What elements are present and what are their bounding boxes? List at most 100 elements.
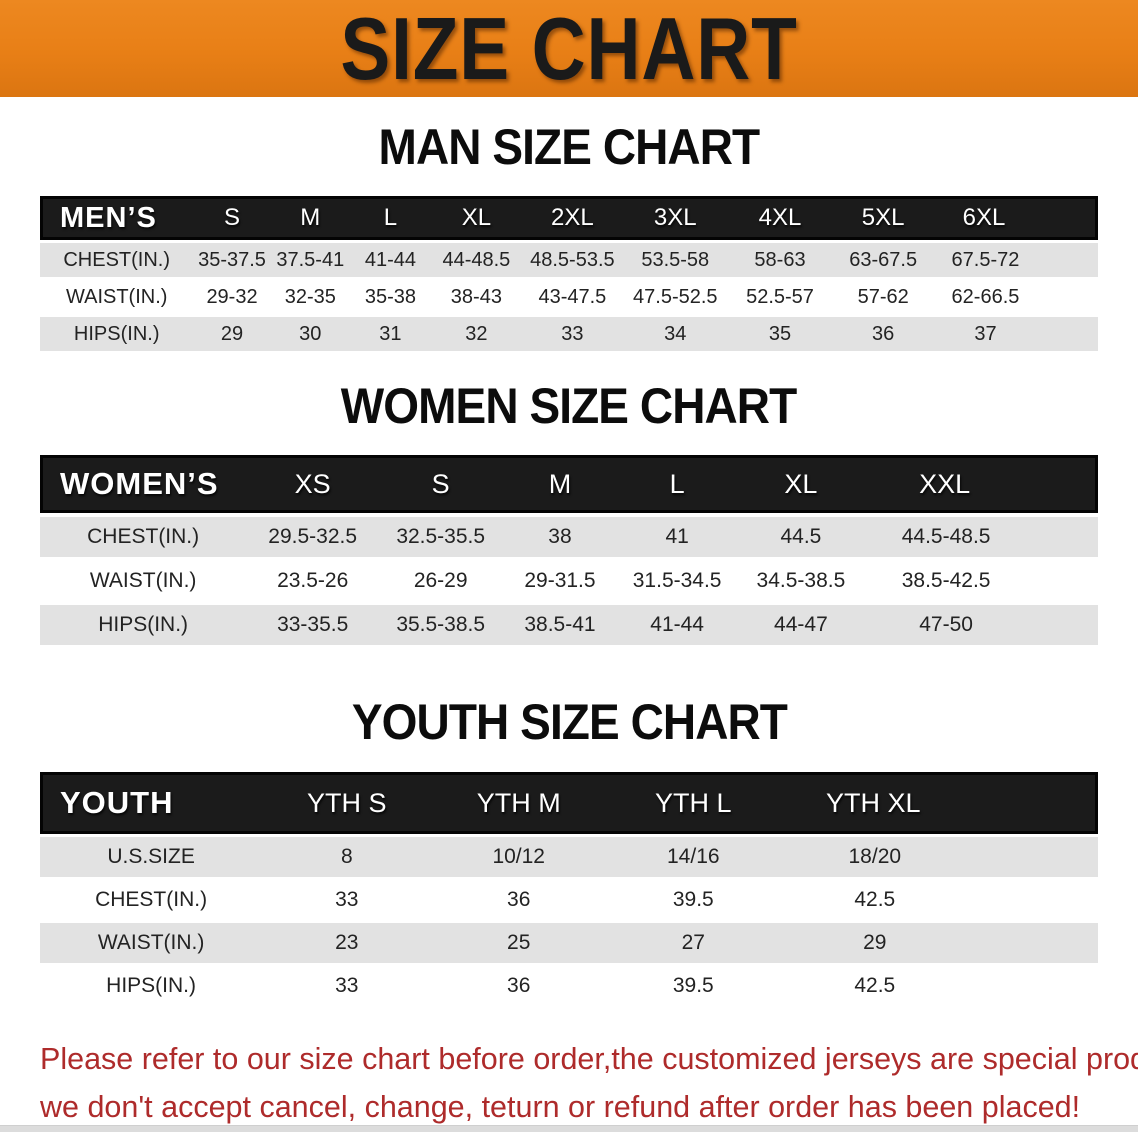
men-section-heading: MAN SIZE CHART: [0, 121, 1138, 173]
size-value: 44.5: [736, 517, 866, 557]
table-row: WAIST(IN.) 29-32 32-35 35-38 38-43 43-47…: [40, 280, 1098, 314]
size-column-header: XL: [430, 196, 522, 240]
size-value: 48.5-53.5: [521, 243, 623, 277]
banner: SIZE CHART: [0, 0, 1138, 97]
size-value: 30: [270, 317, 350, 351]
size-value: 32-35: [270, 280, 350, 314]
size-value: 29-31.5: [502, 561, 618, 601]
size-value: 23.5-26: [246, 561, 380, 601]
size-value: 37.5-41: [270, 243, 350, 277]
size-column-header: 6XL: [933, 196, 1098, 240]
size-value: 8: [262, 837, 432, 877]
size-column-header: M: [270, 196, 350, 240]
women-section-heading: WOMEN SIZE CHART: [0, 380, 1138, 432]
size-value: 38: [502, 517, 618, 557]
size-column-header: 2XL: [521, 196, 623, 240]
size-column-header: S: [193, 196, 271, 240]
size-value: 47.5-52.5: [622, 280, 728, 314]
table-row: CHEST(IN.) 33 36 39.5 42.5: [40, 880, 1098, 920]
size-column-header: L: [617, 455, 737, 513]
youth-header-row: YOUTH YTH S YTH M YTH L YTH XL: [40, 772, 1098, 834]
size-column-header: XXL: [865, 455, 1098, 513]
size-column-header: M: [502, 455, 618, 513]
table-row: HIPS(IN.) 33-35.5 35.5-38.5 38.5-41 41-4…: [40, 605, 1098, 645]
size-value: 34: [622, 317, 728, 351]
size-value: 42.5: [780, 966, 1098, 1006]
size-column-header: YTH L: [606, 772, 781, 834]
size-value: 32: [430, 317, 522, 351]
row-label: HIPS(IN.): [40, 966, 263, 1006]
size-value: 41-44: [349, 243, 431, 277]
banner-title: SIZE CHART: [340, 0, 798, 98]
size-value: 67.5-72: [933, 243, 1098, 277]
youth-section: YOUTH SIZE CHART YOUTH YTH S YTH M YTH L…: [0, 696, 1138, 1009]
size-value: 29.5-32.5: [246, 517, 380, 557]
women-table-label: WOMEN’S: [40, 455, 247, 513]
women-size-table: WOMEN’S XS S M L XL XXL CHEST(IN.) 29.5-…: [40, 451, 1098, 649]
size-value: 62-66.5: [933, 280, 1098, 314]
size-column-header: 4XL: [727, 196, 833, 240]
size-value: 35.5-38.5: [379, 605, 503, 645]
men-header-row: MEN’S S M L XL 2XL 3XL 4XL 5XL 6XL: [40, 196, 1098, 240]
size-value: 33: [262, 966, 432, 1006]
table-row: CHEST(IN.) 35-37.5 37.5-41 41-44 44-48.5…: [40, 243, 1098, 277]
size-column-header: YTH XL: [780, 772, 1098, 834]
size-value: 10/12: [431, 837, 606, 877]
size-value: 23: [262, 923, 432, 963]
size-value: 38-43: [430, 280, 522, 314]
table-row: HIPS(IN.) 33 36 39.5 42.5: [40, 966, 1098, 1006]
size-value: 63-67.5: [832, 243, 934, 277]
row-label: CHEST(IN.): [40, 880, 263, 920]
size-value: 36: [431, 880, 606, 920]
size-value: 33: [521, 317, 623, 351]
size-column-header: 3XL: [622, 196, 728, 240]
row-label: HIPS(IN.): [40, 317, 194, 351]
size-value: 41: [617, 517, 737, 557]
size-value: 37: [933, 317, 1098, 351]
size-value: 38.5-41: [502, 605, 618, 645]
row-label: CHEST(IN.): [40, 517, 247, 557]
size-value: 36: [832, 317, 934, 351]
size-column-header: XL: [736, 455, 866, 513]
size-value: 39.5: [606, 966, 781, 1006]
row-label: WAIST(IN.): [40, 280, 194, 314]
size-value: 31: [349, 317, 431, 351]
size-value: 57-62: [832, 280, 934, 314]
size-column-header: XS: [246, 455, 380, 513]
size-value: 29: [780, 923, 1098, 963]
women-section: WOMEN SIZE CHART WOMEN’S XS S M L XL XXL…: [0, 380, 1138, 649]
size-column-header: L: [349, 196, 431, 240]
size-value: 44-47: [736, 605, 866, 645]
women-heading-text: WOMEN SIZE CHART: [341, 378, 797, 434]
table-row: U.S.SIZE 8 10/12 14/16 18/20: [40, 837, 1098, 877]
row-label: CHEST(IN.): [40, 243, 194, 277]
row-label: WAIST(IN.): [40, 561, 247, 601]
size-value: 34.5-38.5: [736, 561, 866, 601]
size-value: 58-63: [727, 243, 833, 277]
men-size-table: MEN’S S M L XL 2XL 3XL 4XL 5XL 6XL CHEST…: [40, 193, 1098, 354]
men-section: MAN SIZE CHART MEN’S S M L XL 2XL 3XL 4X…: [0, 121, 1138, 354]
table-row: CHEST(IN.) 29.5-32.5 32.5-35.5 38 41 44.…: [40, 517, 1098, 557]
size-value: 52.5-57: [727, 280, 833, 314]
size-value: 33: [262, 880, 432, 920]
size-value: 38.5-42.5: [865, 561, 1098, 601]
youth-heading-text: YOUTH SIZE CHART: [351, 694, 787, 750]
size-value: 25: [431, 923, 606, 963]
row-label: U.S.SIZE: [40, 837, 263, 877]
disclaimer-line-1: Please refer to our size chart before or…: [40, 1042, 1138, 1076]
size-value: 47-50: [865, 605, 1098, 645]
size-value: 18/20: [780, 837, 1098, 877]
size-column-header: YTH S: [262, 772, 432, 834]
size-value: 41-44: [617, 605, 737, 645]
size-value: 27: [606, 923, 781, 963]
table-row: HIPS(IN.) 29 30 31 32 33 34 35 36 37: [40, 317, 1098, 351]
men-table-label: MEN’S: [40, 196, 194, 240]
size-value: 35-38: [349, 280, 431, 314]
size-value: 35-37.5: [193, 243, 271, 277]
row-label: WAIST(IN.): [40, 923, 263, 963]
size-value: 44-48.5: [430, 243, 522, 277]
size-value: 53.5-58: [622, 243, 728, 277]
table-row: WAIST(IN.) 23.5-26 26-29 29-31.5 31.5-34…: [40, 561, 1098, 601]
youth-size-table: YOUTH YTH S YTH M YTH L YTH XL U.S.SIZE …: [40, 769, 1098, 1009]
row-label: HIPS(IN.): [40, 605, 247, 645]
